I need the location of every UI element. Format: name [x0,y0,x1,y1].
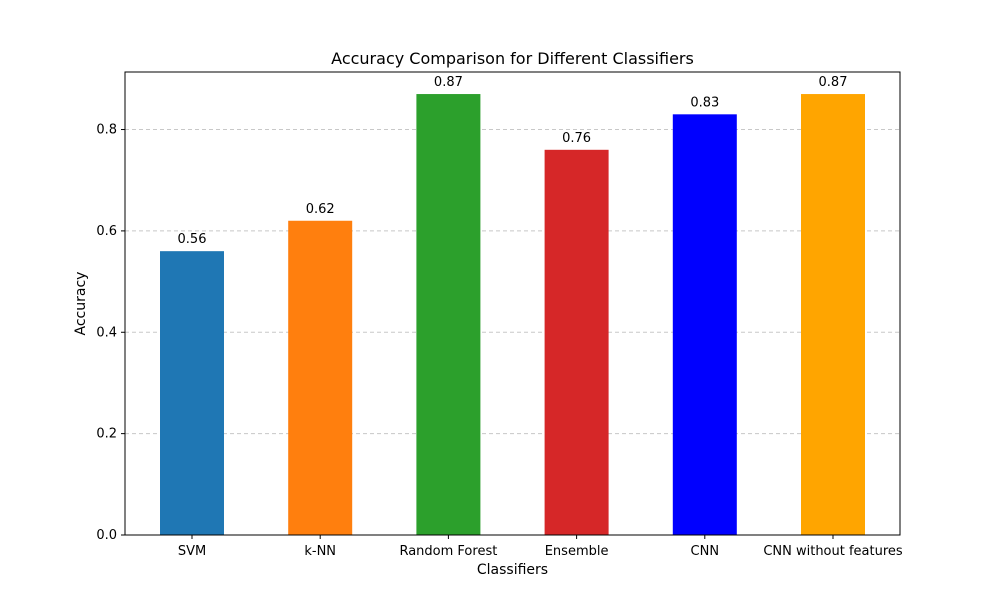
y-tick-label: 0.4 [96,325,117,340]
x-tick-label: Random Forest [399,544,497,559]
x-tick-label: CNN [691,544,720,559]
bar [801,94,865,536]
bar-value-label: 0.83 [690,95,719,110]
y-tick-label: 0.0 [96,528,117,543]
bar-value-label: 0.56 [178,232,207,247]
bar [672,114,737,535]
x-axis-label: Classifiers [477,562,548,578]
x-tick-label: k-NN [304,544,336,559]
bars [160,94,865,536]
plot-area-frame [124,71,901,536]
x-tick-label: Ensemble [545,544,609,559]
y-tick-label: 0.6 [96,224,117,239]
x-tick-label: CNN without features [763,544,903,559]
y-axis-ticks: 0.0 0.2 0.4 0.6 0.8 [96,123,125,543]
bar-value-label: 0.76 [562,131,591,146]
chart-title: Accuracy Comparison for Different Classi… [331,49,694,68]
bar-value-label: 0.62 [306,202,335,217]
bar [160,251,224,535]
y-gridlines [125,129,900,435]
bar [416,94,481,536]
bar-value-label: 0.87 [819,75,848,90]
bar-value-label: 0.87 [434,75,463,90]
bar-value-labels: 0.56 0.62 0.87 0.76 0.83 0.87 [178,75,848,247]
bar [544,149,609,535]
x-axis-ticks: SVM k-NN Random Forest Ensemble CNN CNN witho… [178,535,903,559]
x-tick-label: SVM [178,544,206,559]
y-tick-label: 0.2 [96,427,117,442]
y-axis-label: Accuracy [73,272,89,336]
y-tick-label: 0.8 [96,123,117,138]
bar [288,220,353,536]
